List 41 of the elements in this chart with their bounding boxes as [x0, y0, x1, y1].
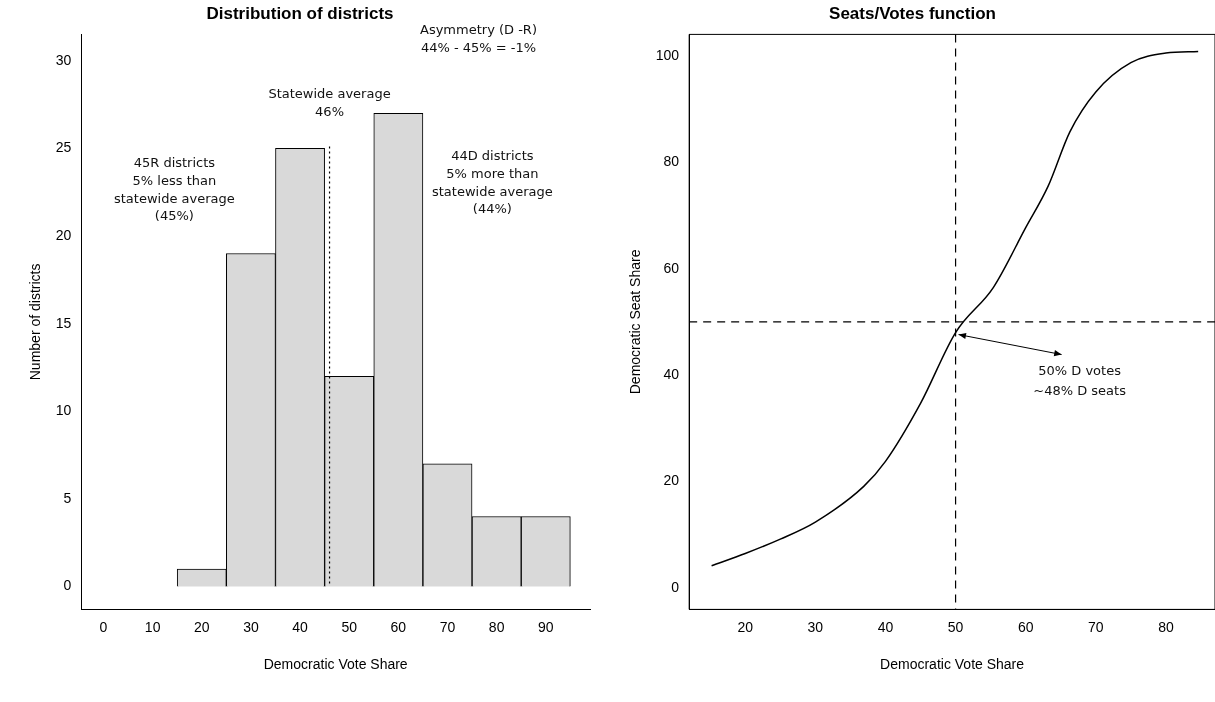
chart-title: Seats/Votes function — [829, 3, 996, 23]
x-tick-label: 60 — [390, 618, 407, 635]
y-tick-label: 0 — [671, 578, 680, 595]
x-tick-label: 70 — [1088, 618, 1104, 635]
x-tick-label: 10 — [144, 618, 161, 635]
x-tick-label: 50 — [341, 618, 358, 635]
annotation: 44D districts 5% more than statewide average (44%) — [432, 147, 553, 218]
x-tick-label: 70 — [439, 618, 456, 635]
y-tick-label: 5 — [63, 489, 72, 506]
chart-title: Distribution of districts — [206, 3, 394, 23]
x-tick-label: 50 — [947, 618, 964, 635]
y-tick-label: 25 — [55, 139, 72, 156]
x-tick-label: 0 — [99, 618, 108, 635]
y-tick-label: 20 — [663, 472, 680, 489]
x-tick-label: 80 — [488, 618, 505, 635]
x-axis-title: Democratic Vote Share — [263, 656, 408, 673]
x-tick-label: 20 — [737, 618, 754, 635]
y-axis-title: Democratic Seat Share — [627, 249, 644, 395]
y-tick-label: 100 — [655, 46, 680, 63]
y-tick-label: 15 — [55, 314, 72, 331]
x-tick-label: 20 — [193, 618, 210, 635]
y-tick-label: 20 — [55, 226, 72, 243]
y-tick-label: 30 — [55, 51, 72, 68]
x-tick-label: 30 — [243, 618, 259, 635]
x-tick-label: 30 — [807, 618, 824, 635]
x-tick-label: 40 — [877, 618, 894, 635]
y-axis-title: Number of districts — [27, 263, 44, 381]
y-tick-label: 40 — [663, 366, 680, 382]
y-tick-label: 10 — [55, 402, 72, 419]
annotation: 50% D votes ~48% D seats — [1033, 362, 1127, 398]
y-tick-label: 80 — [663, 153, 680, 170]
x-tick-label: 90 — [537, 618, 554, 635]
x-tick-label: 60 — [1017, 618, 1034, 635]
y-tick-label: 0 — [63, 577, 72, 594]
annotation: 45R districts 5% less than statewide average (45%) — [114, 154, 235, 225]
y-tick-label: 60 — [663, 259, 680, 276]
x-axis-title: Democratic Vote Share — [880, 656, 1025, 673]
x-tick-label: 80 — [1158, 618, 1174, 635]
annotation: Asymmetry (D -R) 44% - 45% = -1% — [420, 21, 537, 57]
ref-line-label: Statewide average 46% — [268, 86, 391, 120]
x-tick-label: 40 — [292, 618, 309, 635]
